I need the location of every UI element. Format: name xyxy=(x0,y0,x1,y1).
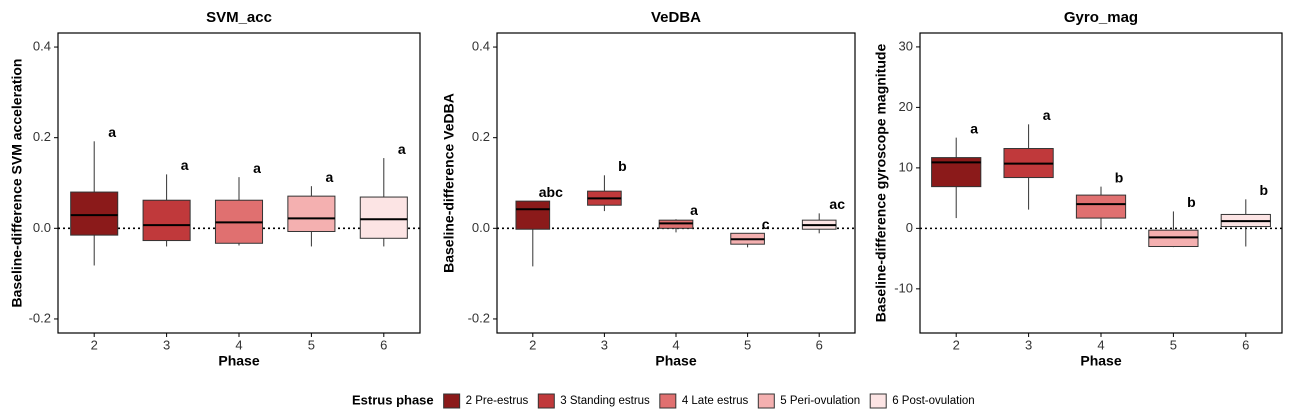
x-tick-label: 6 xyxy=(380,337,387,352)
legend-swatch xyxy=(757,393,775,409)
x-tick-label: 4 xyxy=(235,337,242,352)
x-tick-label: 3 xyxy=(1025,337,1032,352)
y-axis-label: Baseline-difference gyroscope magnitude xyxy=(873,44,889,323)
group-letter: a xyxy=(326,169,334,185)
y-tick-label: 10 xyxy=(899,159,913,174)
legend-title: Estrus phase xyxy=(352,392,434,407)
box xyxy=(70,191,119,236)
y-tick-label: -0.2 xyxy=(29,310,51,325)
y-tick-label: 0.2 xyxy=(472,129,490,144)
y-tick-label: 0.0 xyxy=(33,220,51,235)
group-letter: b xyxy=(1115,169,1124,185)
x-tick-label: 2 xyxy=(953,337,960,352)
x-tick-label: 2 xyxy=(529,337,536,352)
panel-title: Gyro_mag xyxy=(1064,9,1138,26)
legend-swatch xyxy=(443,393,461,409)
panel-title: VeDBA xyxy=(651,9,701,26)
y-tick-label: 0.4 xyxy=(33,38,51,53)
group-letter: a xyxy=(1043,107,1051,123)
box xyxy=(515,200,551,230)
y-tick-label: 0.2 xyxy=(33,129,51,144)
y-tick-label: -10 xyxy=(894,280,913,295)
group-letter: a xyxy=(690,202,698,218)
group-letter: a xyxy=(253,160,261,176)
x-tick-label: 3 xyxy=(163,337,170,352)
x-tick-label: 4 xyxy=(1097,337,1104,352)
legend-label: 5 Peri-ovulation xyxy=(780,395,860,407)
legend-swatch xyxy=(537,393,555,409)
box xyxy=(142,199,191,242)
group-letter: c xyxy=(762,216,770,232)
x-tick-label: 6 xyxy=(816,337,823,352)
panel-title: SVM_acc xyxy=(206,9,272,26)
group-letter: ac xyxy=(829,196,845,212)
group-letter: a xyxy=(181,157,189,173)
group-letter: a xyxy=(970,120,978,136)
group-letter: a xyxy=(398,141,406,157)
legend-label: 3 Standing estrus xyxy=(560,395,650,407)
y-tick-label: 20 xyxy=(899,99,913,114)
x-tick-label: 5 xyxy=(744,337,751,352)
box xyxy=(287,195,336,232)
group-letter: b xyxy=(618,158,627,174)
x-tick-label: 4 xyxy=(672,337,679,352)
x-tick-label: 5 xyxy=(1170,337,1177,352)
group-letter: a xyxy=(108,124,116,140)
x-axis-label: Phase xyxy=(218,353,259,369)
x-tick-label: 3 xyxy=(601,337,608,352)
y-tick-label: -0.2 xyxy=(468,310,490,325)
legend-label: 6 Post-ovulation xyxy=(892,395,974,407)
x-axis-label: Phase xyxy=(655,353,696,369)
y-axis-label: Baseline-difference VeDBA xyxy=(441,93,457,273)
group-letter: abc xyxy=(539,184,563,200)
legend-label: 4 Late estrus xyxy=(682,395,749,407)
x-tick-label: 6 xyxy=(1242,337,1249,352)
x-axis-label: Phase xyxy=(1080,353,1121,369)
x-tick-label: 5 xyxy=(308,337,315,352)
y-tick-label: 30 xyxy=(899,38,913,53)
y-tick-label: 0.0 xyxy=(472,220,490,235)
legend-swatch xyxy=(869,393,887,409)
legend-label: 2 Pre-estrus xyxy=(466,395,529,407)
box xyxy=(359,196,408,239)
x-tick-label: 2 xyxy=(91,337,98,352)
y-tick-label: 0 xyxy=(906,220,913,235)
group-letter: b xyxy=(1260,182,1269,198)
y-tick-label: 0.4 xyxy=(472,38,490,53)
legend-swatch xyxy=(659,393,677,409)
group-letter: b xyxy=(1187,194,1196,210)
y-axis-label: Baseline-difference SVM acceleration xyxy=(9,59,25,308)
box xyxy=(1075,194,1127,219)
